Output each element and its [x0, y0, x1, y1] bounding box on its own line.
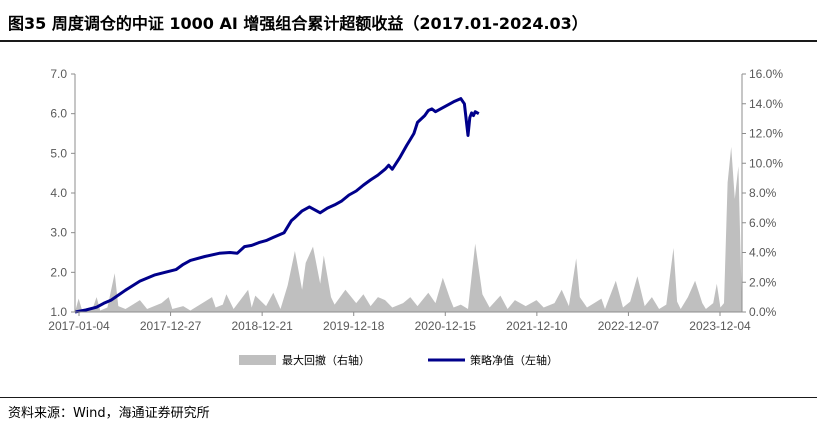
- figure-title: 图35 周度调仓的中证 1000 AI 增强组合累计超额收益（2017.01-2…: [8, 14, 588, 33]
- x-tick-label: 2023-12-04: [689, 319, 751, 333]
- strategy-line-layer: [74, 97, 480, 314]
- bottom-rule: [0, 397, 817, 398]
- right-tick-label: 4.0%: [749, 246, 777, 260]
- x-tick-label: 2022-12-07: [598, 319, 660, 333]
- right-tick-label: 6.0%: [749, 216, 777, 230]
- x-tick-label: 2017-01-04: [48, 319, 110, 333]
- chart: 1.0 2.0 3.0 4.0 5.0 6.0 7.0 0.0% 2.0% 4.0% 6.0% 8.0…: [48, 67, 783, 367]
- legend-drawdown-swatch: [239, 355, 276, 365]
- right-tick-label: 8.0%: [749, 186, 777, 200]
- top-rule: [0, 40, 817, 42]
- x-tick-label: 2021-12-10: [506, 319, 568, 333]
- strategy-line: [74, 97, 480, 314]
- legend-strategy-label: 策略净值（左轴）: [470, 353, 558, 367]
- left-tick-label: 1.0: [50, 305, 67, 319]
- title-bar: 图35 周度调仓的中证 1000 AI 增强组合累计超额收益（2017.01-2…: [0, 0, 817, 40]
- x-tick-label: 2020-12-15: [415, 319, 477, 333]
- axis-layer: 1.0 2.0 3.0 4.0 5.0 6.0 7.0 0.0% 2.0% 4.0% 6.0% 8.0…: [48, 67, 783, 333]
- source-note: 资料来源：Wind，海通证券研究所: [8, 406, 210, 421]
- right-tick-label: 0.0%: [749, 305, 777, 319]
- drawdown-area-layer: [75, 146, 742, 312]
- right-tick-label: 14.0%: [749, 97, 783, 111]
- drawdown-area: [75, 146, 742, 312]
- legend-drawdown-label: 最大回撤（右轴）: [282, 353, 370, 367]
- left-tick-label: 5.0: [50, 146, 67, 160]
- right-tick-label: 12.0%: [749, 127, 783, 141]
- left-tick-label: 3.0: [50, 226, 67, 240]
- x-tick-label: 2018-12-21: [231, 319, 293, 333]
- left-tick-label: 4.0: [50, 186, 67, 200]
- right-tick-label: 2.0%: [749, 275, 777, 289]
- right-tick-label: 16.0%: [749, 67, 783, 81]
- left-tick-label: 6.0: [50, 107, 67, 121]
- x-tick-label: 2019-12-18: [323, 319, 385, 333]
- x-tick-label: 2017-12-27: [140, 319, 202, 333]
- legend: 最大回撤（右轴） 策略净值（左轴）: [239, 353, 558, 367]
- right-tick-label: 10.0%: [749, 156, 783, 170]
- left-tick-label: 7.0: [50, 67, 67, 81]
- left-tick-label: 2.0: [50, 265, 67, 279]
